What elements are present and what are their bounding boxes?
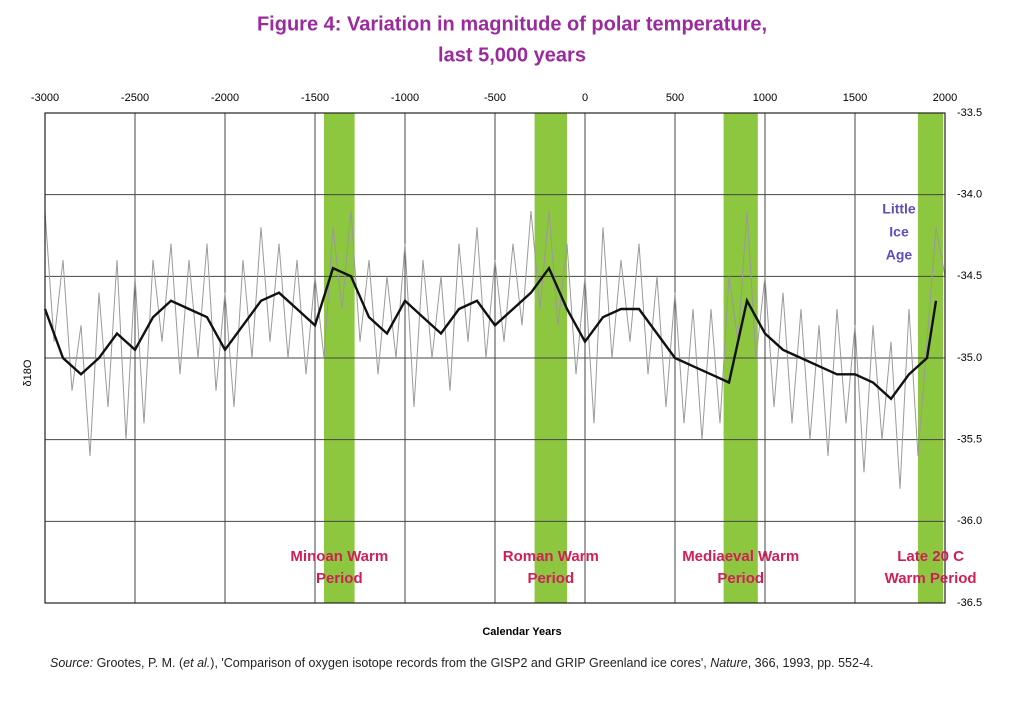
- x-tick-label: -2000: [211, 92, 239, 104]
- y-tick-label: -33.5: [957, 107, 982, 119]
- band-label: Late 20 C: [897, 548, 964, 565]
- x-tick-label: 1500: [843, 92, 867, 104]
- band-label: Period: [316, 570, 363, 587]
- band-label: Mediaeval Warm: [682, 548, 799, 565]
- x-tick-label: 2000: [933, 92, 957, 104]
- y-tick-label: -34.5: [957, 270, 982, 282]
- chart-title: Figure 4: Variation in magnitude of pola…: [257, 13, 767, 35]
- band-label: Warm Period: [885, 570, 977, 587]
- band-label: Minoan Warm: [290, 548, 388, 565]
- band-label: Period: [717, 570, 764, 587]
- series-line: [44, 210, 946, 489]
- band-label: Period: [527, 570, 574, 587]
- source-text: Grootes, P. M. (: [93, 656, 184, 670]
- x-tick-label: -2500: [121, 92, 149, 104]
- band-label: Roman Warm: [503, 548, 599, 565]
- chart-title: last 5,000 years: [438, 44, 586, 66]
- y-tick-label: -35.0: [957, 352, 982, 364]
- source-text: Source:: [50, 656, 94, 670]
- y-tick-label: -36.5: [957, 597, 982, 609]
- x-tick-label: -1000: [391, 92, 419, 104]
- x-tick-label: 1000: [753, 92, 777, 104]
- x-tick-label: 500: [666, 92, 684, 104]
- x-axis-label: Calendar Years: [482, 626, 561, 638]
- source-text: et al.: [183, 656, 211, 670]
- chart: Figure 4: Variation in magnitude of pola…: [22, 13, 982, 638]
- source-note: Source: Grootes, P. M. (et al.), 'Compar…: [50, 654, 970, 673]
- annotation: Age: [886, 247, 913, 263]
- x-tick-label: -3000: [31, 92, 59, 104]
- source-text: Nature: [710, 656, 748, 670]
- annotation: Little: [882, 201, 916, 217]
- y-tick-label: -35.5: [957, 434, 982, 446]
- y-tick-label: -34.0: [957, 189, 982, 201]
- x-tick-label: 0: [582, 92, 588, 104]
- y-tick-label: -36.0: [957, 515, 982, 527]
- source-text: ), 'Comparison of oxygen isotope records…: [210, 656, 711, 670]
- x-tick-label: -1500: [301, 92, 329, 104]
- x-tick-label: -500: [484, 92, 506, 104]
- plot-frame: [44, 112, 946, 604]
- annotation: Ice: [889, 224, 909, 240]
- series-line: [43, 265, 938, 401]
- y-axis-label: δ18O: [22, 359, 34, 386]
- source-text: , 366, 1993, pp. 552-4.: [747, 656, 874, 670]
